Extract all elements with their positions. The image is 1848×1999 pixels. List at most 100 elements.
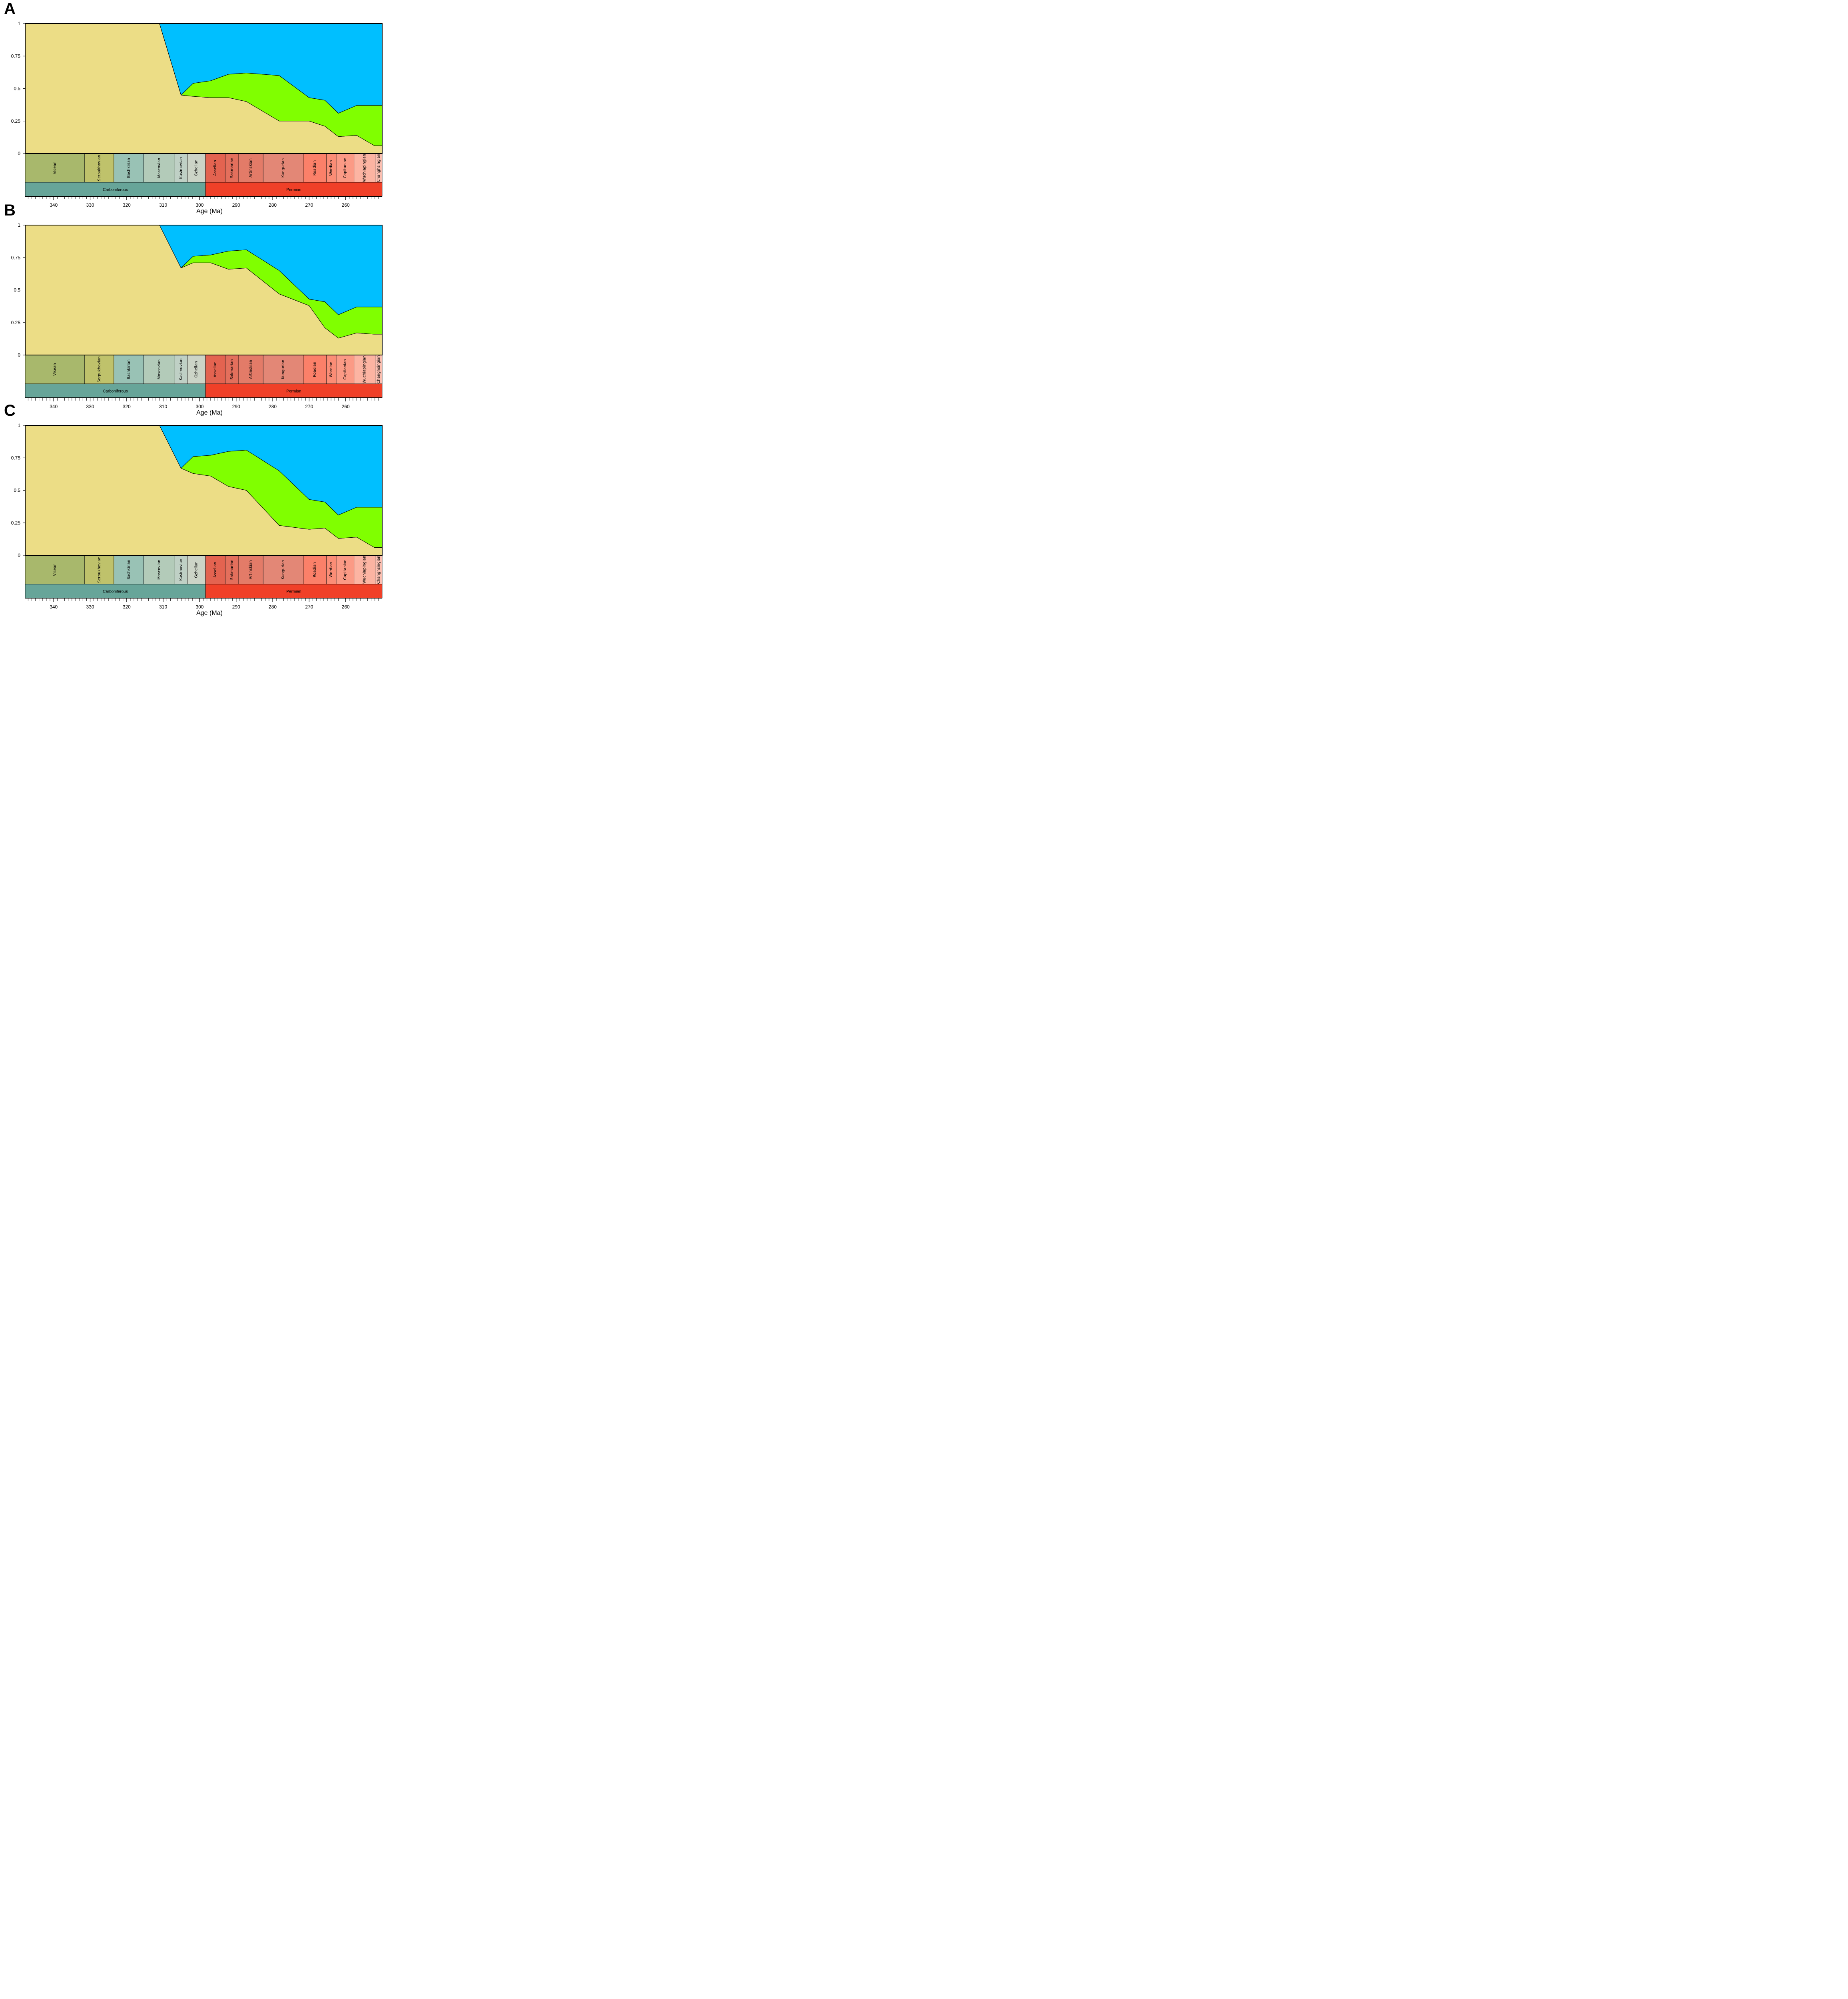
x-axis-title: Age (Ma) — [196, 409, 223, 416]
stage-box — [25, 555, 85, 585]
y-tick-label: 0.5 — [14, 287, 20, 293]
stage-box — [187, 355, 206, 384]
x-tick-label: 300 — [195, 202, 203, 208]
stage-label: Capitanian — [343, 158, 347, 178]
period-label: Carboniferous — [103, 389, 128, 394]
x-tick-label: 280 — [269, 202, 277, 208]
panel-label: A — [4, 0, 16, 18]
stage-label: Artinskian — [249, 560, 253, 579]
stage-label: Capitanian — [343, 559, 347, 580]
stage-label: Wuchiapingian — [363, 355, 367, 383]
x-tick-label: 310 — [159, 604, 167, 610]
stage-label: Capitanian — [343, 359, 347, 379]
y-tick-label: 0 — [18, 151, 20, 156]
stage-label: Wuchiapingian — [363, 556, 367, 584]
stage-label: Sakmarian — [230, 560, 234, 580]
stage-box — [174, 555, 187, 585]
stage-box — [336, 555, 355, 585]
stage-label: Changhsingian — [377, 355, 381, 384]
stage-box — [303, 555, 327, 585]
stage-label: Moscovian — [157, 158, 161, 178]
y-tick-label: 0.75 — [11, 53, 21, 59]
period-label: Carboniferous — [103, 188, 128, 192]
period-box — [205, 182, 383, 197]
stage-box — [225, 555, 239, 585]
stage-box — [303, 355, 327, 384]
stage-label: Asselian — [213, 361, 217, 377]
x-tick-label: 310 — [159, 404, 167, 409]
period-label: Permian — [286, 590, 301, 594]
x-tick-label: 260 — [342, 404, 350, 409]
panel-label: C — [4, 402, 16, 419]
period-label: Permian — [286, 389, 301, 394]
stage-label: Sakmarian — [230, 359, 234, 380]
period-box — [205, 584, 383, 599]
stage-label: Gzhelian — [194, 361, 199, 377]
x-tick-label: 290 — [232, 604, 240, 610]
stage-label: Visean — [53, 363, 57, 376]
stage-label: Wuchiapingian — [363, 154, 367, 182]
stage-label: Kasimovian — [179, 559, 183, 581]
stage-label: Serpukhovian — [97, 155, 102, 181]
stage-box — [354, 153, 376, 183]
stage-label: Wordian — [329, 362, 333, 377]
stage-box — [84, 153, 114, 183]
stage-box — [263, 153, 304, 183]
y-tick-label: 0.25 — [11, 118, 21, 124]
figure: A 0 0.25 0.5 0.75 1 Visean Serpukhovian Bashkiri… — [4, 0, 383, 616]
period-box — [25, 182, 206, 197]
stage-label: Kasimovian — [179, 157, 183, 179]
stage-box — [336, 153, 355, 183]
y-tick-label: 0.25 — [11, 520, 21, 526]
x-tick-label: 290 — [232, 404, 240, 409]
stage-box — [354, 355, 376, 384]
x-tick-label: 310 — [159, 202, 167, 208]
stage-box — [25, 153, 85, 183]
y-tick-label: 0.25 — [11, 320, 21, 325]
y-tick-label: 0.5 — [14, 86, 20, 92]
x-tick-label: 320 — [123, 604, 131, 610]
stage-box — [205, 153, 225, 183]
stage-label: Sakmarian — [230, 158, 234, 178]
period-box — [25, 383, 206, 398]
period-box — [25, 584, 206, 599]
stage-label: Kasimovian — [179, 359, 183, 381]
stage-box — [174, 355, 187, 384]
x-tick-label: 280 — [269, 604, 277, 610]
x-tick-label: 340 — [50, 404, 58, 409]
stage-label: Moscovian — [157, 560, 161, 580]
stage-label: Wordian — [329, 160, 333, 176]
x-tick-label: 300 — [195, 404, 203, 409]
stage-label: Roadian — [313, 562, 317, 577]
panel-a: A 0 0.25 0.5 0.75 1 Visean Serpukhovian Bashkiri… — [4, 0, 383, 215]
stage-label: Gzhelian — [194, 160, 199, 176]
stage-label: Roadian — [313, 160, 317, 176]
stage-box — [238, 555, 263, 585]
stage-label: Gzhelian — [194, 561, 199, 578]
x-tick-label: 340 — [50, 202, 58, 208]
x-tick-label: 280 — [269, 404, 277, 409]
stage-label: Bashkirian — [127, 158, 131, 178]
stage-label: Serpukhovian — [97, 557, 102, 583]
period-label: Carboniferous — [103, 590, 128, 594]
y-tick-label: 1 — [18, 423, 20, 428]
stage-box — [144, 555, 175, 585]
stage-label: Roadian — [313, 362, 317, 377]
x-tick-label: 330 — [86, 202, 94, 208]
panel-b: B 0 0.25 0.5 0.75 1 Visean Serpukhovian Bashkiri… — [4, 201, 383, 416]
stage-label: Artinskian — [249, 158, 253, 178]
x-tick-label: 330 — [86, 604, 94, 610]
stage-box — [114, 355, 144, 384]
stage-box — [144, 355, 175, 384]
stage-label: Wordian — [329, 562, 333, 578]
x-tick-label: 300 — [195, 604, 203, 610]
x-tick-label: 260 — [342, 604, 350, 610]
stage-box — [326, 555, 337, 585]
stage-label: Changhsingian — [377, 154, 381, 182]
x-tick-label: 290 — [232, 202, 240, 208]
stage-label: Artinskian — [249, 360, 253, 379]
stage-box — [187, 555, 206, 585]
stage-box — [84, 355, 114, 384]
stage-label: Moscovian — [157, 359, 161, 379]
stage-label: Kungurian — [281, 360, 285, 379]
